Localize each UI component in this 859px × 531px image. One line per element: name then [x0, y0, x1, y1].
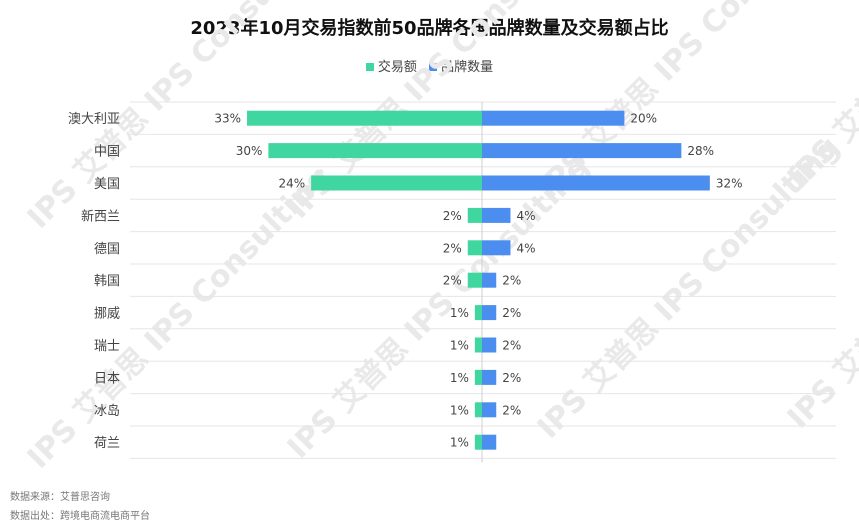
bar-trade: [474, 434, 482, 450]
bar-trade: [467, 240, 482, 256]
data-label-trade: 1%: [450, 436, 469, 450]
data-label-trade: 30%: [236, 144, 263, 158]
bar-trade: [474, 369, 482, 385]
category-label: 荷兰: [94, 436, 120, 451]
legend-swatch-trade: [365, 63, 374, 71]
bar-trade: [467, 272, 482, 288]
data-label-brand: 20%: [630, 112, 657, 126]
data-label-brand: 28%: [687, 144, 714, 158]
bar-trade: [467, 207, 482, 223]
category-label: 中国: [94, 145, 120, 160]
data-label-trade: 1%: [450, 339, 469, 353]
labels-layer: 澳大利亚 33% 20% 中国 30% 28% 美国 24% 32% 新西兰 2% 4% 德国 2% 4% 韩…: [68, 111, 743, 451]
bars-layer: [247, 110, 710, 450]
bar-trade: [474, 305, 482, 321]
bar-brand: [482, 175, 710, 191]
category-label: 美国: [94, 177, 120, 192]
data-label-trade: 1%: [450, 371, 469, 385]
bar-brand: [482, 305, 497, 321]
grid-lines: [130, 101, 836, 463]
legend: 交易额 品牌数量: [0, 56, 859, 75]
bar-trade: [311, 175, 482, 191]
data-label-brand: 2%: [502, 306, 521, 320]
data-label-brand: 32%: [716, 177, 743, 191]
legend-item-brand[interactable]: 品牌数量: [429, 56, 493, 75]
bar-trade: [247, 110, 482, 126]
category-label: 德国: [94, 242, 120, 257]
bar-trade: [474, 337, 482, 353]
data-label-brand: 2%: [502, 371, 521, 385]
category-label: 冰岛: [94, 403, 120, 419]
category-label: 新西兰: [81, 208, 120, 224]
data-label-brand: 2%: [502, 403, 521, 417]
category-label: 瑞士: [94, 339, 120, 354]
category-label: 日本: [94, 371, 120, 386]
bar-brand: [482, 272, 497, 288]
bar-brand: [482, 110, 625, 126]
data-label-brand: 2%: [502, 339, 521, 353]
category-label: 挪威: [94, 307, 120, 322]
legend-item-trade[interactable]: 交易额: [365, 56, 417, 75]
legend-label-brand: 品牌数量: [441, 60, 494, 75]
category-label: 韩国: [94, 274, 120, 289]
data-label-trade: 24%: [278, 177, 305, 191]
bar-brand: [482, 207, 511, 223]
data-label-trade: 1%: [450, 403, 469, 417]
bar-brand: [482, 369, 497, 385]
bar-brand: [482, 434, 497, 450]
category-label: 澳大利亚: [68, 111, 120, 127]
source-note: 数据来源：艾普思咨询: [10, 492, 110, 503]
data-label-trade: 2%: [443, 241, 462, 255]
bar-trade: [268, 143, 482, 159]
data-label-trade: 2%: [443, 274, 462, 288]
data-note: 数据出处：跨境电商流电商平台: [10, 511, 150, 522]
data-label-brand: 4%: [516, 209, 535, 223]
data-label-trade: 1%: [450, 306, 469, 320]
bar-brand: [482, 337, 497, 353]
data-label-brand: 4%: [516, 241, 535, 255]
data-label-brand: 2%: [502, 274, 521, 288]
chart-title: 2023年10月交易指数前50品牌各国品牌数量及交易额占比: [190, 18, 669, 39]
data-label-trade: 2%: [443, 209, 462, 223]
data-label-trade: 33%: [214, 112, 241, 126]
bar-brand: [482, 240, 511, 256]
legend-label-trade: 交易额: [377, 60, 417, 75]
bar-brand: [482, 143, 682, 159]
legend-swatch-brand: [429, 63, 438, 71]
bar-brand: [482, 402, 497, 418]
bar-trade: [474, 402, 482, 418]
